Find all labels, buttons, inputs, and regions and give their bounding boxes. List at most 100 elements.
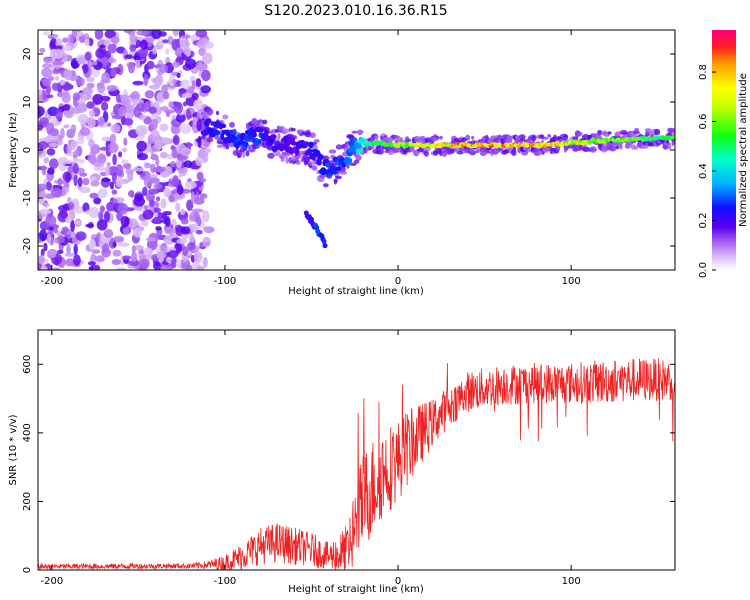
noise-blob — [143, 247, 153, 254]
noise-blob — [63, 68, 72, 81]
noise-blob — [156, 91, 165, 104]
track-halo — [277, 132, 281, 140]
noise-blob — [82, 63, 89, 74]
colorbar-tick-label: 0.0 — [698, 262, 709, 278]
noise-blob — [196, 216, 202, 227]
noise-blob — [110, 123, 121, 134]
noise-blob — [118, 151, 123, 158]
spectrogram-y-label: Frequency (Hz) — [8, 112, 19, 188]
noise-blob — [129, 44, 137, 52]
track-halo — [672, 130, 675, 136]
noise-blob — [59, 79, 66, 86]
track-halo — [322, 155, 330, 161]
noise-blob — [73, 220, 82, 226]
colorbar-label: Normalized spectral amplitude — [738, 73, 749, 227]
noise-blob — [72, 92, 81, 102]
noise-blob — [43, 157, 50, 164]
track-halo — [387, 149, 395, 156]
noise-blob — [76, 56, 87, 65]
spectrogram-x-label: Height of straight line (km) — [288, 286, 424, 297]
y-tick-label: 600 — [22, 355, 33, 374]
noise-blob — [182, 246, 189, 257]
track-halo — [533, 135, 537, 141]
y-tick-label: 0 — [22, 147, 33, 153]
noise-blob — [164, 227, 176, 235]
colorbar-gradient — [712, 30, 736, 270]
noise-blob — [167, 250, 179, 259]
noise-blob — [62, 45, 71, 52]
noise-blob — [150, 118, 158, 131]
noise-blob — [87, 261, 96, 266]
noise-blob — [197, 61, 204, 72]
noise-blob — [48, 158, 59, 169]
track-halo — [301, 154, 310, 162]
noise-blob — [44, 94, 54, 99]
noise-blob — [182, 47, 191, 56]
track-point — [319, 167, 327, 176]
track-point — [317, 153, 324, 161]
track-halo — [480, 151, 487, 157]
track-halo — [311, 165, 318, 171]
track-halo — [340, 166, 346, 173]
branch-point — [321, 238, 327, 244]
noise-blob — [143, 74, 149, 86]
track-halo — [274, 150, 281, 157]
noise-blob — [134, 244, 144, 251]
noise-blob — [60, 127, 65, 139]
colorbar: 0.0 0.2 0.4 0.6 0.8 Normalized spectral ampl… — [698, 30, 749, 278]
noise-blob — [142, 209, 154, 220]
noise-blob — [173, 192, 186, 200]
track-halo — [433, 137, 440, 141]
noise-blob — [75, 231, 87, 241]
track-point — [257, 138, 262, 145]
track-halo — [422, 138, 426, 145]
track-halo — [355, 155, 362, 161]
noise-blob — [61, 226, 69, 234]
noise-blob — [99, 205, 105, 213]
noise-blob — [97, 116, 105, 127]
track-halo — [576, 131, 583, 137]
noise-blob — [89, 192, 99, 199]
track-halo — [251, 118, 258, 125]
noise-blob — [84, 209, 97, 215]
x-tick-label: 0 — [395, 576, 401, 587]
noise-blob — [89, 109, 95, 117]
branch-point — [309, 216, 314, 222]
track-halo — [619, 143, 623, 150]
noise-blob — [175, 113, 186, 123]
track-halo — [563, 146, 568, 153]
snr-panel: -200 -100 0 100 0 200 400 600 Height of straig… — [8, 329, 676, 595]
track-point — [672, 135, 675, 140]
track-point — [264, 128, 269, 137]
noise-blob — [85, 223, 95, 228]
noise-blob — [163, 187, 171, 198]
noise-blob — [112, 153, 117, 166]
noise-blob — [123, 118, 134, 126]
noise-blob — [195, 78, 202, 87]
x-tick-label: 100 — [562, 276, 581, 287]
noise-blob — [57, 177, 63, 186]
noise-blob — [42, 91, 47, 101]
noise-blob — [93, 162, 104, 168]
track-halo — [351, 130, 358, 134]
noise-blob — [200, 193, 208, 199]
noise-blob — [159, 123, 169, 132]
noise-blob — [38, 124, 43, 131]
noise-blob — [102, 243, 110, 254]
noise-blob — [51, 82, 60, 92]
track-halo — [465, 134, 471, 141]
track-halo — [267, 152, 275, 159]
noise-blob — [89, 176, 97, 181]
noise-blob — [70, 107, 82, 114]
noise-blob — [138, 249, 145, 255]
noise-blob — [104, 30, 116, 39]
noise-blob — [73, 149, 79, 159]
noise-blob — [131, 244, 136, 255]
noise-blob — [176, 259, 182, 269]
track-point — [213, 129, 221, 136]
noise-blob — [92, 94, 104, 105]
noise-blob — [180, 226, 191, 235]
noise-blob — [38, 191, 47, 199]
noise-blob — [77, 113, 90, 124]
noise-blob — [117, 242, 130, 248]
